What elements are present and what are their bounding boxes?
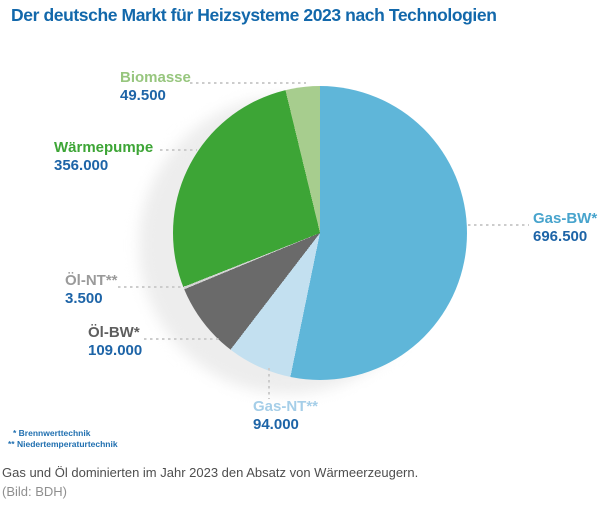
segment-value-oel-nt: 3.500	[65, 290, 103, 307]
chart-title: Der deutsche Markt für Heizsysteme 2023 …	[11, 5, 497, 25]
footnotes: * Brennwerttechnik ** Niedertemperaturte…	[8, 428, 118, 450]
callout-waermepumpe: Wärmepumpe 356.000	[54, 139, 153, 175]
caption-credit: (Bild: BDH)	[2, 484, 68, 499]
segment-value-gas-nt: 94.000	[253, 416, 299, 433]
pie-chart	[173, 86, 467, 380]
segment-label-biomasse: Biomasse	[120, 69, 191, 86]
callout-biomasse: Biomasse 49.500	[120, 69, 191, 105]
callout-gas-nt: Gas-NT** 94.000	[253, 398, 318, 434]
footnote-brennwerttechnik: * Brennwerttechnik	[13, 428, 91, 438]
callout-oel-nt: Öl-NT** 3.500	[65, 272, 118, 308]
callout-gas-bw: Gas-BW* 696.500	[533, 210, 597, 246]
leader-line-oel-nt	[118, 286, 185, 288]
segment-value-waermepumpe: 356.000	[54, 157, 109, 174]
segment-value-oel-bw: 109.000	[88, 342, 143, 359]
leader-line-gas-nt	[268, 368, 270, 399]
segment-label-waermepumpe: Wärmepumpe	[54, 139, 154, 156]
leader-line-waermepumpe	[160, 149, 197, 151]
caption-text: Gas und Öl dominierten im Jahr 2023 den …	[2, 465, 419, 480]
segment-value-gas-bw: 696.500	[533, 228, 588, 245]
segment-label-oel-bw: Öl-BW*	[88, 324, 140, 341]
segment-label-oel-nt: Öl-NT**	[65, 272, 118, 289]
callout-oel-bw: Öl-BW* 109.000	[88, 324, 142, 360]
leader-line-oel-bw	[144, 338, 220, 340]
footnote-niedertemperaturtechnik: ** Niedertemperaturtechnik	[8, 439, 118, 449]
segment-label-gas-nt: Gas-NT**	[253, 398, 319, 415]
leader-line-biomasse	[190, 82, 306, 84]
caption: Gas und Öl dominierten im Jahr 2023 den …	[2, 463, 418, 501]
segment-value-biomasse: 49.500	[120, 87, 166, 104]
leader-line-gas-bw	[468, 224, 529, 226]
segment-label-gas-bw: Gas-BW*	[533, 210, 598, 227]
